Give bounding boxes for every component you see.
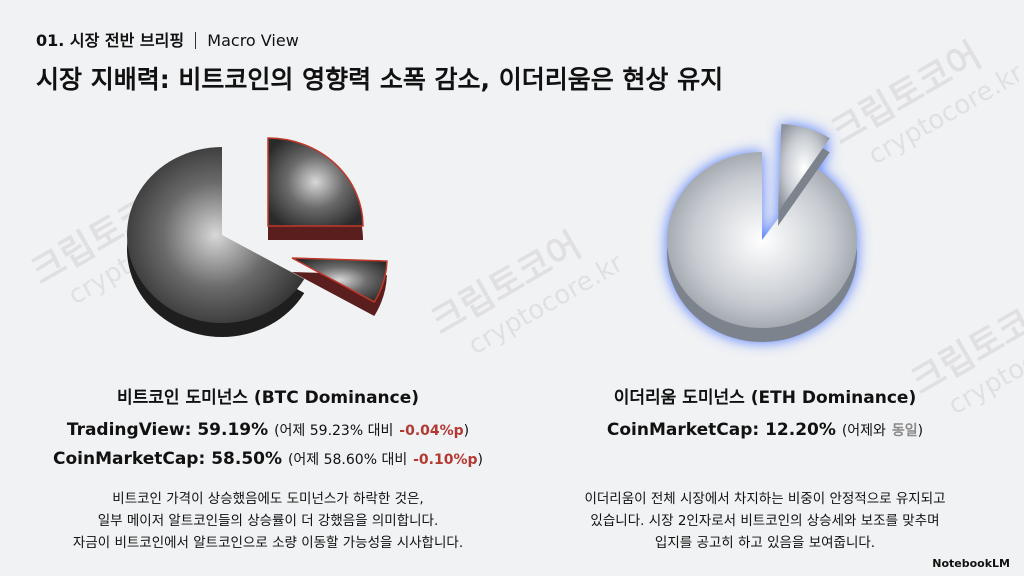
dominance-row: CoinMarketCap: 12.20% (어제와 동일): [607, 420, 923, 440]
source: TradingView:: [66, 420, 192, 440]
body-line: 비트코인 가격이 상승했음에도 도미넌스가 하락한 것은,: [112, 491, 424, 507]
kicker: 01. 시장 전반 브리핑 Macro View: [36, 27, 299, 51]
body-line: 입지를 공고히 하고 있음을 보여줍니다.: [654, 535, 876, 551]
value: 12.20%: [765, 420, 836, 440]
body-line: 자금이 비트코인에서 알트코인으로 소량 이동할 가능성을 시사합니다.: [72, 535, 464, 551]
previous-note: (어제 58.60% 대비: [287, 452, 408, 468]
close: ): [463, 423, 470, 439]
change: -0.04%p: [399, 423, 464, 439]
divider: [195, 32, 197, 49]
pie-slice: [127, 147, 305, 323]
body-line: 있습니다. 시장 2인자로서 비트코인의 상승세와 보조를 맞추며: [590, 513, 940, 529]
previous-note: (어제 59.23% 대비: [274, 423, 394, 439]
pie-slice: [778, 124, 830, 212]
column-heading: 이더리움 도미넌스 (ETH Dominance): [613, 388, 917, 408]
value: 59.19%: [197, 420, 269, 440]
dominance-row: CoinMarketCap: 58.50% (어제 58.60% 대비 -0.1…: [53, 449, 483, 469]
value: 58.50%: [211, 449, 283, 469]
source: CoinMarketCap:: [606, 420, 760, 440]
column-heading: 비트코인 도미넌스 (BTC Dominance): [116, 388, 420, 408]
title: 시장 지배력: 비트코인의 영향력 소폭 감소, 이더리움은 현상 유지: [36, 65, 724, 94]
change: -0.10%p: [413, 452, 478, 468]
body-line: 일부 메이저 알트코인들의 상승률이 더 강했음을 의미합니다.: [97, 513, 439, 529]
pie-slice: [666, 152, 857, 328]
close: ): [917, 423, 924, 439]
section: Macro View: [207, 31, 299, 50]
kicker-text: 01. 시장 전반 브리핑: [36, 31, 185, 50]
source: CoinMarketCap:: [53, 449, 206, 469]
eth-pie: [666, 124, 858, 342]
pie-slice: [267, 137, 364, 227]
btc-pie: [127, 137, 388, 337]
previous-note: (어제와: [841, 423, 886, 439]
body-line: 이더리움이 전체 시장에서 차지하는 비중이 안정적으로 유지되고: [584, 491, 946, 507]
dominance-row: TradingView: 59.19% (어제 59.23% 대비 -0.04%…: [67, 420, 469, 440]
pie-slice: [291, 257, 388, 303]
close: ): [477, 452, 483, 468]
change: 동일: [891, 423, 918, 439]
footer-logo: NotebookLM: [932, 557, 1010, 570]
